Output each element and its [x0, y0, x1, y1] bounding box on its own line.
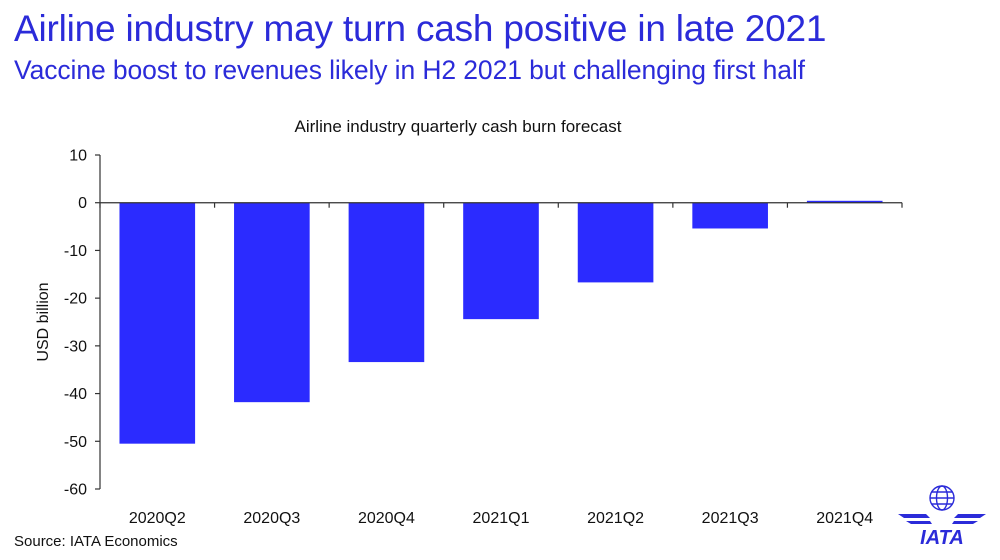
bar-group — [119, 200, 883, 444]
y-tick-label: -50 — [64, 434, 87, 451]
y-tick-label: -30 — [64, 338, 87, 355]
bar-2021Q3 — [692, 202, 768, 229]
x-tick-label: 2021Q3 — [702, 510, 759, 527]
axes: 2020Q2 2020Q3 2020Q4 2021Q1 2021Q2 2021Q3 2021… — [64, 148, 903, 527]
svg-text:IATA: IATA — [920, 527, 964, 548]
bar-2020Q4 — [348, 202, 425, 363]
bar-2020Q3 — [234, 202, 310, 403]
iata-logo: IATA — [898, 485, 986, 548]
x-tick-label: 2020Q2 — [129, 510, 186, 527]
y-tick-label: -40 — [64, 386, 87, 403]
bar-2021Q2 — [577, 202, 654, 283]
bar-2021Q1 — [463, 202, 539, 320]
chart-title: Airline industry quarterly cash burn for… — [295, 117, 622, 136]
y-tick-label: -10 — [64, 243, 87, 260]
y-tick-label: -20 — [64, 291, 87, 308]
bar-2020Q2 — [119, 202, 196, 444]
y-axis-label: USD billion — [35, 282, 52, 361]
x-tick-label: 2020Q4 — [358, 510, 415, 527]
x-tick-label: 2020Q3 — [243, 510, 300, 527]
y-tick-label: 10 — [69, 148, 87, 165]
x-tick-label: 2021Q4 — [816, 510, 873, 527]
bar-2021Q4 — [806, 200, 883, 203]
page-title: Airline industry may turn cash positive … — [14, 8, 827, 49]
x-tick-label: 2021Q1 — [473, 510, 530, 527]
source-note: Source: IATA Economics — [14, 533, 178, 550]
y-tick-label: 0 — [78, 195, 87, 212]
x-tick-label: 2021Q2 — [587, 510, 644, 527]
page-subtitle: Vaccine boost to revenues likely in H2 2… — [14, 55, 805, 85]
y-tick-label: -60 — [64, 482, 87, 499]
